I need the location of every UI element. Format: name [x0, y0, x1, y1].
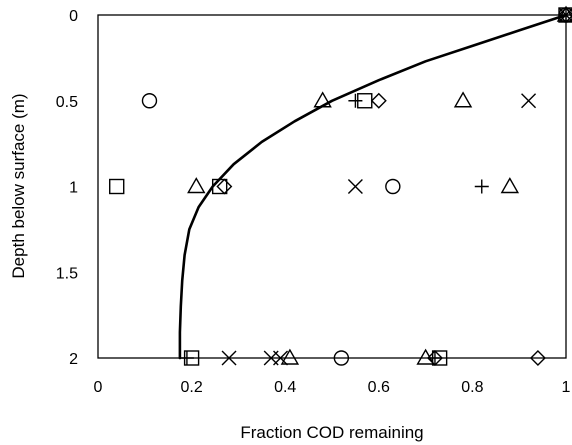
triangle-marker [416, 348, 435, 365]
x-tick-label: 0.8 [461, 379, 483, 396]
x-tick-label: 0.6 [368, 379, 390, 396]
square-marker [109, 178, 125, 195]
y-tick-label: 1.5 [56, 265, 78, 282]
triangle-marker [453, 91, 473, 108]
triangle-marker [280, 348, 300, 365]
plus-marker [559, 8, 572, 22]
model-curve-layer [178, 13, 568, 360]
plus-marker [348, 93, 363, 108]
diamond-marker [529, 350, 546, 366]
x-axis-title: Fraction COD remaining [240, 423, 423, 442]
y-axis-title: Depth below surface (m) [9, 93, 28, 278]
cross-marker [521, 93, 537, 109]
cross-marker [347, 179, 363, 194]
plus-marker [474, 179, 489, 194]
circle-marker [385, 178, 401, 195]
cross-marker [273, 350, 289, 366]
triangle-marker [313, 91, 332, 108]
triangle-marker [500, 177, 520, 194]
plot-area-frame [97, 14, 567, 359]
data-markers [109, 5, 572, 366]
axis-ticks: 0 0.2 0.4 0.6 0.8 1 0 0.5 1 1.5 2 [56, 8, 571, 396]
x-tick-label: 0 [94, 379, 103, 396]
cross-marker [221, 350, 237, 366]
x-tick-label: 0.4 [274, 379, 296, 396]
triangle-marker [187, 177, 206, 194]
square-marker [211, 178, 228, 195]
x-tick-label: 1 [562, 379, 571, 396]
plus-marker [179, 351, 194, 365]
circle-marker [141, 93, 158, 109]
plus-marker [427, 351, 442, 365]
diamond-marker [370, 92, 387, 109]
y-tick-label: 2 [69, 351, 78, 368]
y-tick-label: 0 [69, 8, 78, 25]
circle-marker [333, 350, 350, 366]
diamond-marker [216, 178, 233, 195]
y-tick-label: 0.5 [56, 94, 78, 111]
y-tick-label: 1 [69, 180, 78, 197]
x-tick-label: 0.2 [180, 379, 202, 396]
model-curve [178, 13, 568, 360]
